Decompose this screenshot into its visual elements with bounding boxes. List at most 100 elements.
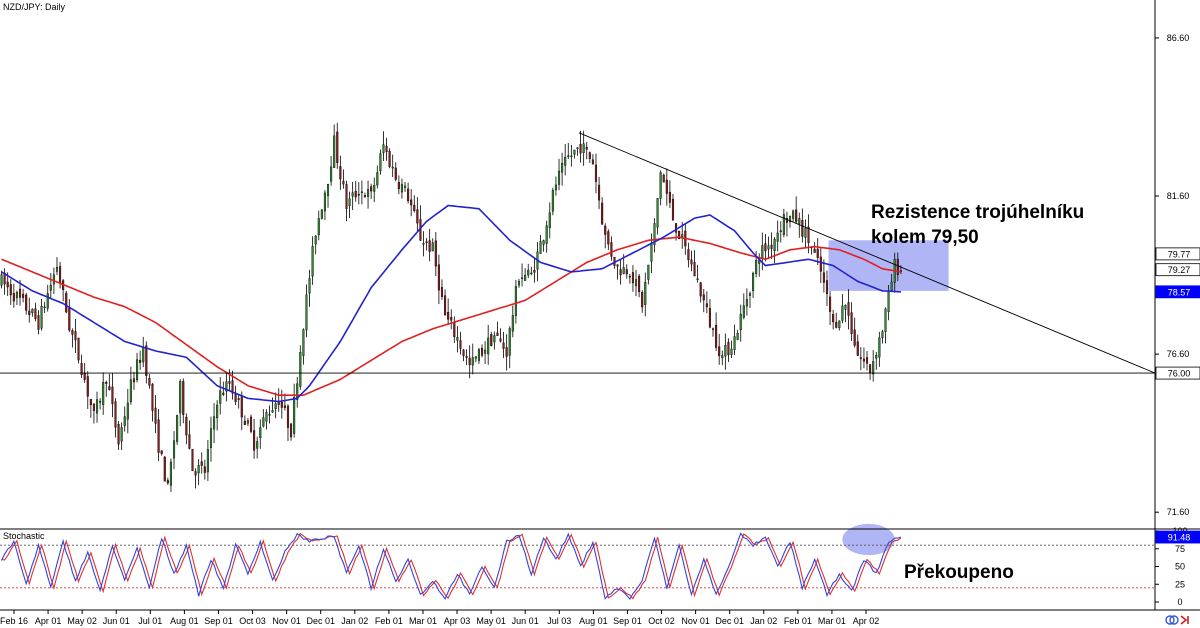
candle [129, 366, 132, 405]
candle-body [354, 190, 357, 198]
candle [15, 290, 18, 306]
time-tick-label: Sep 01 [613, 616, 642, 626]
candle [348, 191, 351, 219]
candle-body [326, 183, 330, 197]
candle [305, 284, 308, 338]
candle [419, 205, 422, 241]
candle-body [610, 242, 613, 257]
ma-100-line [1, 204, 901, 403]
candle [733, 324, 736, 355]
candle [108, 373, 111, 391]
candle [440, 279, 444, 300]
candle [869, 364, 872, 380]
candle [829, 291, 832, 326]
bottom-right-icons[interactable] [1165, 615, 1189, 625]
candle [705, 291, 708, 314]
stoch-k-line [1, 532, 902, 601]
candle-body [847, 302, 850, 316]
stoch-current-marker-label: 91.48 [1168, 533, 1191, 543]
candle-body [490, 334, 493, 347]
candle [776, 220, 779, 252]
candle [3, 268, 6, 295]
candle-body [730, 348, 733, 355]
candle-body [641, 292, 644, 308]
candle [499, 328, 502, 343]
candle-body [253, 430, 256, 451]
candle-body [15, 292, 18, 298]
candle-body [363, 195, 367, 198]
candle [351, 181, 354, 211]
candle [317, 210, 320, 241]
candle [46, 284, 49, 312]
candle-body [499, 338, 502, 342]
candle [444, 289, 447, 316]
candle [194, 468, 197, 489]
candle-body [320, 209, 323, 219]
candle [105, 380, 108, 397]
candle-body [696, 278, 699, 280]
candle-body [524, 275, 527, 281]
candle-body [530, 272, 533, 275]
candle-body [502, 342, 505, 349]
candle [721, 350, 724, 366]
candle [336, 122, 339, 169]
candle-body [841, 305, 844, 321]
candle-body [95, 399, 99, 414]
candle-body [776, 232, 779, 242]
candle-body [561, 163, 564, 173]
candle [160, 450, 163, 456]
candle-body [108, 386, 111, 391]
candle [9, 279, 12, 306]
link-icon[interactable] [1165, 615, 1175, 625]
candle-body [99, 400, 102, 403]
candle-body [9, 284, 12, 296]
candle-body [216, 404, 219, 419]
candle-body [213, 416, 216, 430]
candle-body [859, 357, 862, 359]
candle [166, 477, 169, 485]
candle [256, 436, 259, 459]
scroll-right-icon[interactable] [1180, 615, 1189, 625]
candle [416, 197, 419, 232]
candle [896, 252, 899, 282]
candle-body [425, 241, 428, 243]
candle [213, 403, 216, 444]
candle [367, 180, 370, 209]
candle-body [68, 307, 71, 331]
candle-body [715, 325, 718, 348]
candle-body [582, 143, 585, 153]
candle-body [450, 317, 453, 321]
candle [517, 278, 521, 288]
link-icon-second[interactable] [1169, 615, 1179, 625]
candle-body [129, 379, 132, 403]
candle-body [813, 248, 816, 253]
candle-body [136, 359, 139, 381]
candle-body [816, 248, 819, 258]
candle-body [739, 313, 742, 331]
candle [354, 181, 357, 202]
candle [92, 403, 95, 424]
time-tick-label: Mar 01 [409, 616, 437, 626]
candle [132, 371, 136, 390]
candle-body [145, 345, 148, 377]
candle [333, 124, 336, 168]
candle-body [557, 170, 561, 185]
candle [890, 273, 893, 291]
candle [283, 393, 286, 411]
candle-body [844, 305, 847, 310]
candle [690, 250, 693, 272]
candle [237, 393, 240, 409]
candle-body [302, 329, 305, 356]
candle [206, 439, 209, 482]
candle-body [92, 403, 95, 411]
time-tick-label: Mar 01 [818, 616, 846, 626]
candle [323, 190, 326, 221]
candle [437, 254, 440, 305]
candle-body [773, 238, 776, 252]
candle-body [822, 272, 825, 283]
candle [219, 377, 222, 415]
candle [357, 182, 360, 205]
candle [607, 229, 610, 251]
candle [816, 237, 819, 265]
